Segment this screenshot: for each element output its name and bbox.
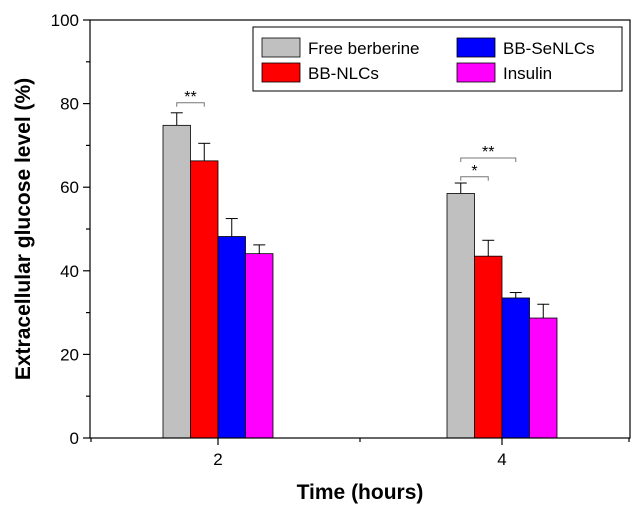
legend-label: Free berberine xyxy=(308,39,420,58)
y-tick-label: 20 xyxy=(60,345,79,364)
significance-marker: * xyxy=(471,163,477,180)
axes: 0 20 40 60 80 100 2 4 xyxy=(51,11,631,469)
bar-free-berberine-2 xyxy=(162,124,191,439)
y-tick-label: 40 xyxy=(60,262,79,281)
x-axis-title: Time (hours) xyxy=(297,481,424,504)
y-tick-label: 100 xyxy=(51,11,79,30)
bar-bb-senlcs-4 xyxy=(501,297,530,439)
y-tick-label: 60 xyxy=(60,178,79,197)
legend: Free berberine BB-SeNLCs BB-NLCs Insulin xyxy=(252,26,623,92)
x-tick-label: 4 xyxy=(497,450,506,469)
y-axis-title: Extracellular glucose level (%) xyxy=(12,78,35,380)
y-tick-label: 80 xyxy=(60,95,79,114)
significance-bracket xyxy=(460,157,517,162)
bar-bb-nlcs-2 xyxy=(190,160,219,439)
legend-label: BB-NLCs xyxy=(308,64,379,83)
significance-marker: ** xyxy=(184,89,196,106)
legend-swatch xyxy=(261,37,301,58)
legend-swatch xyxy=(456,37,496,58)
bar-insulin-2 xyxy=(245,253,274,439)
legend-swatch xyxy=(456,62,496,83)
x-tick-label: 2 xyxy=(213,450,222,469)
plot-area: ***** xyxy=(162,89,558,439)
legend-label: Insulin xyxy=(503,64,552,83)
legend-label: BB-SeNLCs xyxy=(503,39,595,58)
bar-free-berberine-4 xyxy=(446,193,475,439)
legend-swatch xyxy=(261,62,301,83)
y-tick-label: 0 xyxy=(70,429,79,448)
bar-bb-senlcs-2 xyxy=(217,236,246,439)
bar-bb-nlcs-4 xyxy=(474,255,503,439)
bar-insulin-4 xyxy=(529,317,558,439)
legend-box xyxy=(252,26,623,92)
significance-bracket xyxy=(176,102,205,107)
significance-marker: ** xyxy=(482,144,494,161)
significance-bracket xyxy=(460,176,489,181)
